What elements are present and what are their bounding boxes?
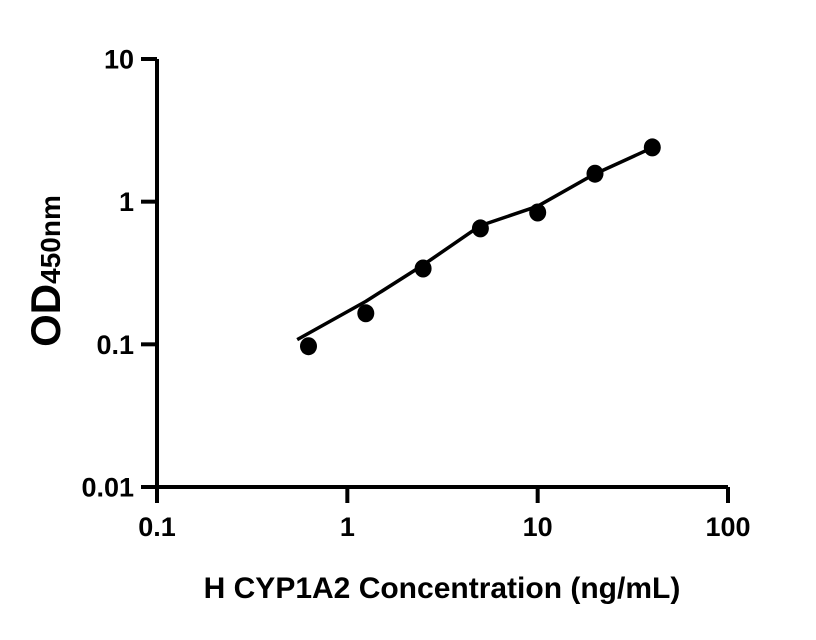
x-tick-label: 100 — [705, 512, 750, 542]
x-tick-label: 0.1 — [138, 512, 176, 542]
axis-spines — [155, 59, 728, 489]
x-axis-ticks: 0.1 1 10 100 — [138, 487, 751, 542]
data-point-marker — [414, 259, 432, 278]
y-axis-title-main: OD — [22, 284, 69, 347]
data-point-marker — [586, 164, 604, 183]
y-axis-title-subscript: 450nm — [35, 195, 66, 284]
y-axis-title: OD450nm — [22, 195, 69, 347]
y-tick-label: 0.01 — [81, 473, 134, 503]
data-point-marker — [529, 203, 547, 222]
y-tick-label: 0.1 — [96, 330, 134, 360]
x-tick-label: 1 — [340, 512, 355, 542]
y-tick-label: 1 — [119, 187, 134, 217]
y-tick-label: 10 — [104, 45, 134, 75]
data-point-marker — [357, 304, 375, 323]
data-point-marker — [471, 219, 489, 238]
x-tick-label: 10 — [523, 512, 553, 542]
y-axis-ticks: 10 1 0.1 0.01 — [81, 45, 157, 503]
data-point-marker — [643, 138, 661, 157]
data-points-group — [300, 138, 661, 356]
data-point-marker — [300, 337, 317, 356]
x-axis-title: H CYP1A2 Concentration (ng/mL) — [204, 572, 681, 605]
